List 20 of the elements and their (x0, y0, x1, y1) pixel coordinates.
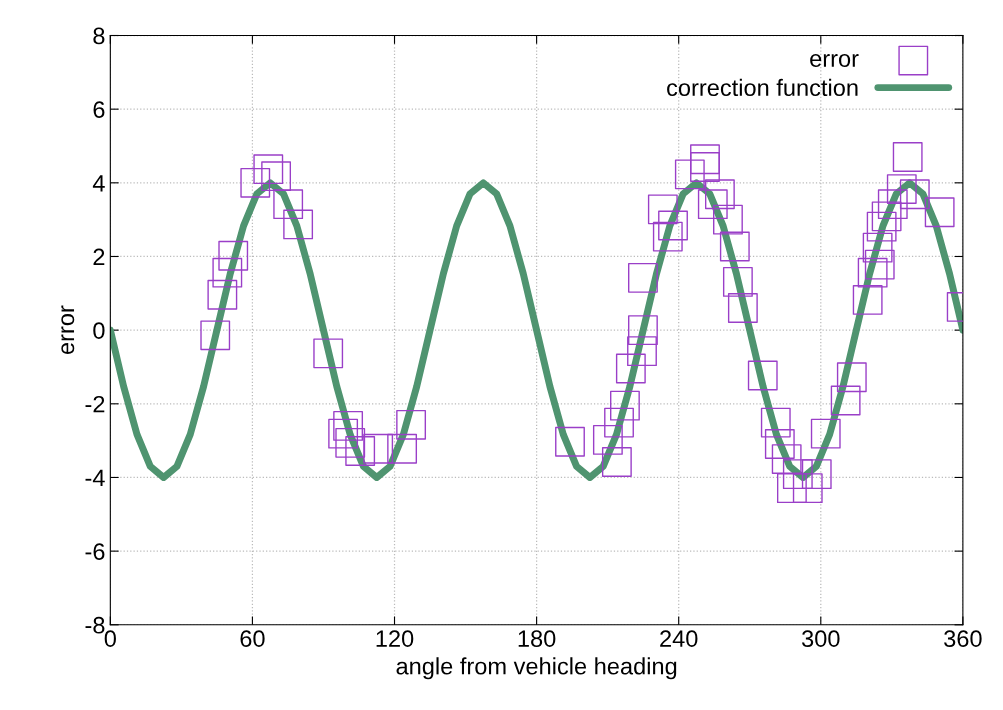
y-axis-title: error (61, 305, 75, 355)
y-tick-label: -6 (85, 543, 105, 560)
y-tick-label: 2 (93, 248, 105, 266)
legend-label: correction function (667, 78, 858, 97)
y-tick-label: -8 (85, 616, 105, 634)
y-tick-label: -4 (85, 469, 105, 487)
y-tick-label: -2 (85, 395, 105, 413)
x-tick-label: 360 (944, 630, 982, 647)
x-axis-title: angle from vehicle heading (396, 657, 677, 680)
y-tick-label: 8 (93, 27, 105, 45)
y-tick-label: 4 (92, 175, 105, 192)
x-tick-label: 60 (240, 630, 265, 647)
legend-label: error (810, 54, 859, 68)
x-tick-label: 180 (518, 630, 556, 647)
x-tick-label: 300 (801, 630, 840, 647)
x-tick-label: 240 (660, 630, 698, 647)
x-tick-label: 0 (104, 630, 116, 647)
y-tick-label: 0 (93, 322, 105, 339)
y-tick-label: 6 (93, 101, 105, 118)
x-tick-label: 120 (376, 630, 414, 647)
